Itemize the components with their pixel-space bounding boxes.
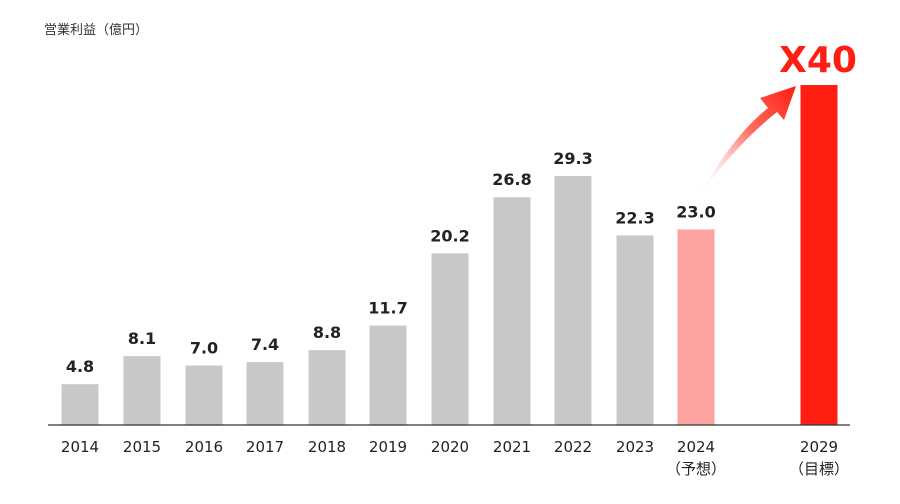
- bar-2014: [61, 384, 99, 425]
- x-tick-label-2018: 2018: [308, 438, 346, 456]
- bar-2021: [493, 197, 531, 425]
- x-tick-label-2029: 2029: [800, 438, 838, 456]
- y-axis-unit-label: 営業利益（億円）: [44, 22, 148, 38]
- bar-2017: [246, 362, 284, 425]
- x-tick-label-2016: 2016: [185, 438, 223, 456]
- x-tick-label-2014: 2014: [61, 438, 99, 456]
- value-label-2014: 4.8: [66, 357, 94, 376]
- value-label-2016: 7.0: [190, 339, 218, 358]
- bar-2020: [431, 253, 469, 425]
- value-label-2021: 26.8: [492, 170, 531, 189]
- bar-2016: [185, 365, 223, 425]
- value-label-2022: 29.3: [553, 149, 592, 168]
- growth-arrow-icon: [701, 86, 796, 193]
- bar-2019: [369, 325, 407, 425]
- growth-multiplier-label: X40: [779, 40, 857, 81]
- x-tick-sublabel-2024: （予想）: [666, 460, 726, 478]
- value-label-2015: 8.1: [128, 329, 156, 348]
- bar-2018: [308, 350, 346, 425]
- bar-2029: [800, 85, 838, 425]
- x-tick-label-2017: 2017: [246, 438, 284, 456]
- value-label-2024: 23.0: [676, 203, 715, 222]
- value-label-2018: 8.8: [313, 323, 341, 342]
- x-tick-sublabel-2029: （目標）: [789, 460, 849, 478]
- bar-2015: [123, 356, 161, 425]
- bar-2024: [677, 229, 715, 425]
- x-tick-label-2024: 2024: [677, 438, 715, 456]
- x-tick-label-2023: 2023: [616, 438, 654, 456]
- x-tick-label-2021: 2021: [493, 438, 531, 456]
- bar-2023: [616, 235, 654, 425]
- value-label-2019: 11.7: [368, 299, 407, 318]
- bar-2022: [554, 175, 592, 425]
- x-tick-label-2015: 2015: [123, 438, 161, 456]
- x-tick-label-2022: 2022: [554, 438, 592, 456]
- value-label-2020: 20.2: [430, 226, 469, 245]
- value-label-2017: 7.4: [251, 335, 279, 354]
- x-tick-label-2019: 2019: [369, 438, 407, 456]
- x-tick-label-2020: 2020: [431, 438, 469, 456]
- value-label-2023: 22.3: [615, 208, 654, 227]
